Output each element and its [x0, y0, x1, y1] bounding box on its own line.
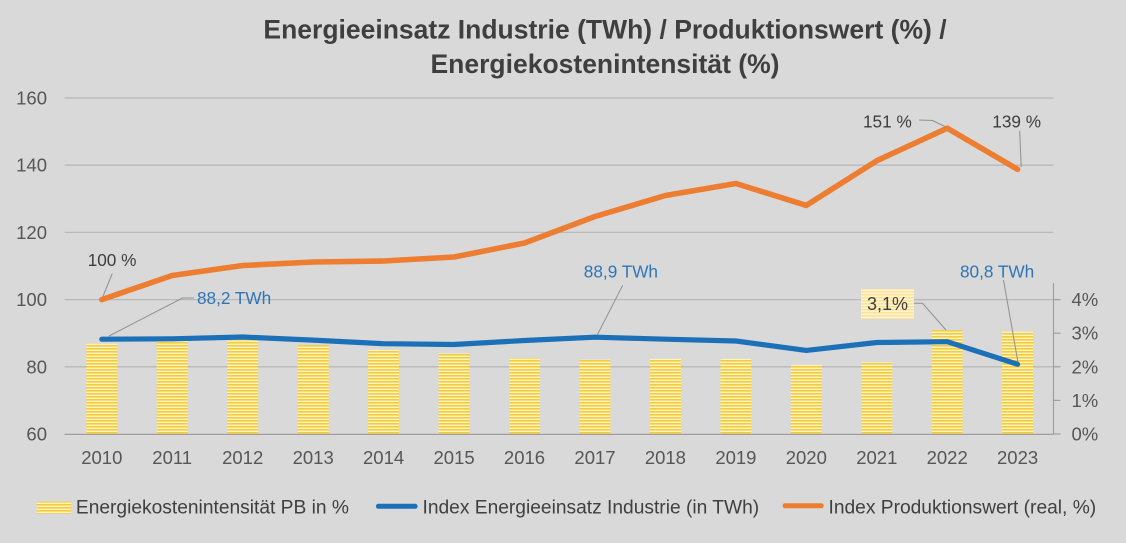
svg-text:2022: 2022: [927, 447, 968, 468]
svg-text:2019: 2019: [715, 447, 756, 468]
svg-text:1%: 1%: [1072, 390, 1099, 411]
svg-text:2016: 2016: [504, 447, 545, 468]
svg-text:120: 120: [16, 222, 47, 243]
svg-text:151 %: 151 %: [863, 111, 912, 131]
svg-text:3,1%: 3,1%: [867, 294, 908, 314]
svg-text:4%: 4%: [1072, 289, 1099, 310]
svg-text:2010: 2010: [81, 447, 122, 468]
svg-text:80: 80: [26, 356, 47, 377]
svg-text:88,9 TWh: 88,9 TWh: [584, 261, 658, 281]
svg-text:Index Energieeinsatz Industrie: Index Energieeinsatz Industrie (in TWh): [423, 498, 760, 519]
svg-text:2011: 2011: [152, 447, 192, 468]
svg-text:160: 160: [16, 88, 47, 109]
svg-text:60: 60: [26, 424, 47, 445]
svg-text:2013: 2013: [293, 447, 334, 468]
svg-text:139 %: 139 %: [992, 111, 1041, 131]
svg-text:100 %: 100 %: [88, 250, 137, 270]
svg-text:Energieeinsatz Industrie (TWh): Energieeinsatz Industrie (TWh) / Produkt…: [263, 15, 947, 45]
svg-text:2020: 2020: [786, 447, 827, 468]
svg-text:Energiekostenintensität PB in: Energiekostenintensität PB in %: [76, 498, 349, 519]
svg-text:2012: 2012: [222, 447, 263, 468]
svg-text:140: 140: [16, 155, 47, 176]
svg-text:2%: 2%: [1072, 356, 1099, 377]
svg-text:0%: 0%: [1072, 424, 1099, 445]
svg-text:2023: 2023: [997, 447, 1038, 468]
svg-text:2015: 2015: [434, 447, 475, 468]
svg-text:80,8 TWh: 80,8 TWh: [960, 261, 1034, 281]
svg-text:2017: 2017: [574, 447, 615, 468]
svg-text:2018: 2018: [645, 447, 686, 468]
svg-text:3%: 3%: [1072, 323, 1099, 344]
svg-text:2014: 2014: [363, 447, 404, 468]
svg-text:100: 100: [16, 289, 47, 310]
svg-text:Index Produktionswert (real, %: Index Produktionswert (real, %): [829, 498, 1097, 519]
svg-text:2021: 2021: [856, 447, 897, 468]
svg-text:Energiekostenintensität (%): Energiekostenintensität (%): [431, 49, 780, 79]
svg-text:88,2 TWh: 88,2 TWh: [197, 288, 271, 308]
